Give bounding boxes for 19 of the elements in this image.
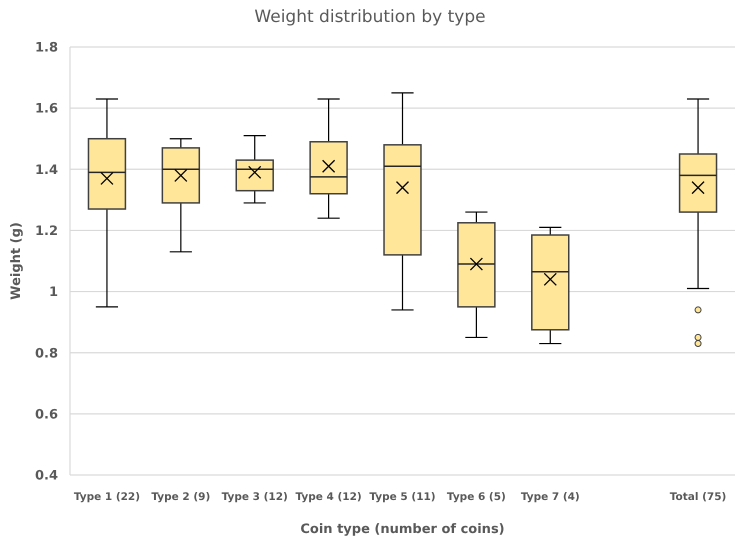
x-tick-label: Type 2 (9) xyxy=(151,491,210,503)
x-tick-label: Type 4 (12) xyxy=(295,491,362,503)
y-tick-label: 1.8 xyxy=(34,40,58,56)
y-tick-label: 1 xyxy=(48,285,58,300)
x-tick-label: Type 1 (22) xyxy=(74,491,140,503)
x-tick-label: Type 3 (12) xyxy=(222,491,288,503)
y-tick-label: 0.8 xyxy=(34,346,58,362)
x-tick-label: Total (75) xyxy=(670,491,726,503)
chart-title: Weight distribution by type xyxy=(254,7,486,27)
y-axis-title: Weight (g) xyxy=(9,222,24,300)
x-tick-label: Type 7 (4) xyxy=(520,491,580,503)
y-tick-label: 1.2 xyxy=(34,224,58,239)
x-axis-title: Coin type (number of coins) xyxy=(300,522,505,537)
y-tick-label: 1.6 xyxy=(34,102,58,117)
x-tick-label: Type 5 (11) xyxy=(369,491,436,503)
y-tick-label: 1.4 xyxy=(34,162,58,178)
x-tick-label: Type 6 (5) xyxy=(446,491,506,503)
y-tick-label: 0.6 xyxy=(34,407,58,422)
y-tick-label: 0.4 xyxy=(34,468,58,484)
